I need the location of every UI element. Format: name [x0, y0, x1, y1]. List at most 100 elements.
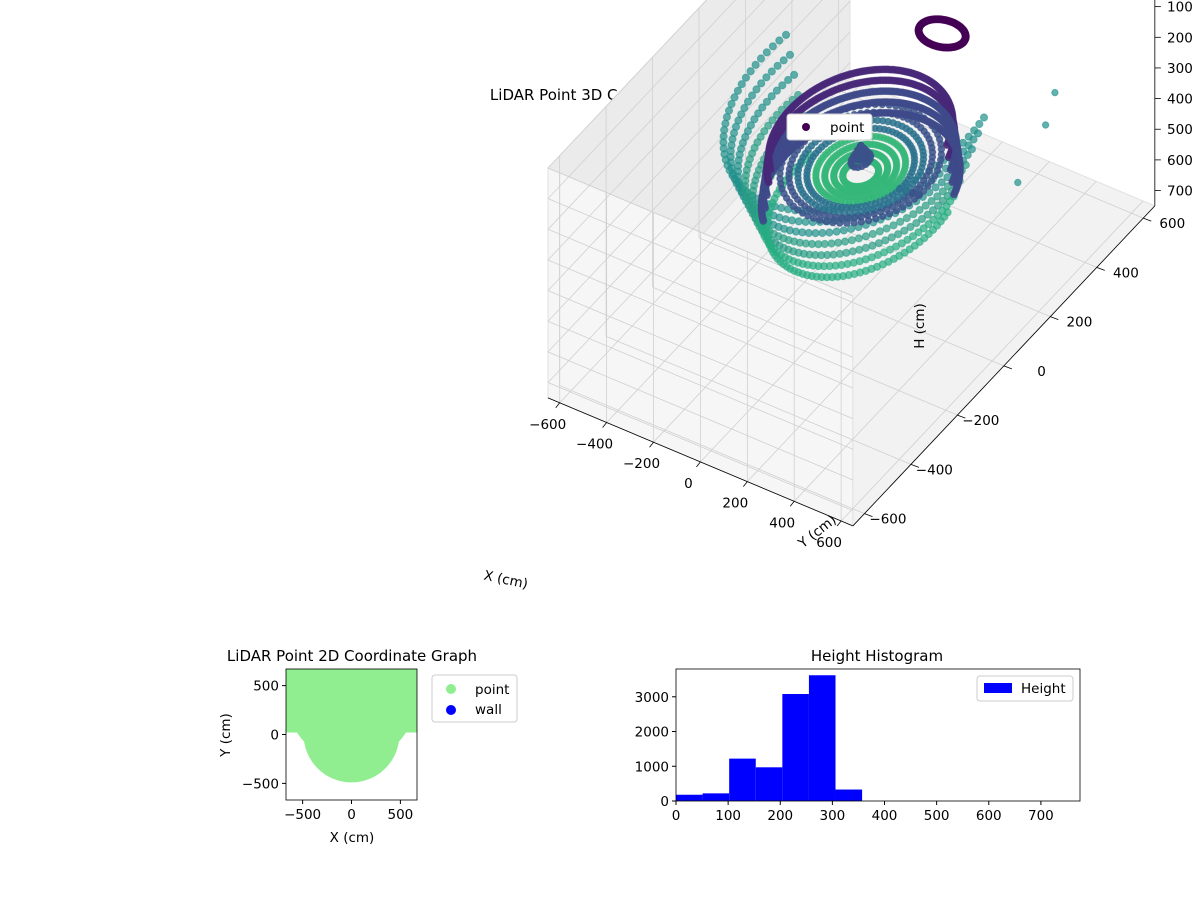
chart-3d-ytick-mark — [957, 414, 966, 419]
histogram-bar — [702, 793, 730, 801]
chart-3d-ztick-label: 300 — [1167, 61, 1193, 77]
chart-3d-legend-label: point — [830, 120, 864, 136]
chart-3d-point — [740, 103, 749, 113]
chart-3d-point — [756, 54, 766, 63]
chart-3d-point — [912, 219, 921, 228]
chart-3d-point — [967, 145, 977, 154]
chart-3d-point — [727, 99, 736, 109]
chart-3d-point — [761, 204, 769, 213]
chart-3d-gridline-z — [547, 0, 794, 261]
chart-3d-point — [822, 217, 830, 226]
chart-2d-xlabel: X (cm) — [330, 830, 375, 846]
chart-3d-gridline-z — [547, 0, 823, 291]
chart-2d-xtick-label: 500 — [387, 807, 413, 823]
chart-3d-point — [746, 67, 755, 76]
chart-3d-point — [839, 226, 848, 235]
chart-3d-ytick-mark — [1003, 365, 1012, 370]
chart-3d-legend-frame — [786, 113, 873, 141]
chart-3d-zlabel: H (cm) — [912, 303, 928, 349]
chart-3d-point — [764, 178, 773, 187]
chart-3d-point — [794, 217, 803, 226]
chart-histogram: Height Histogram 0 100 200 300 400 500 600 7000… — [635, 647, 1081, 824]
chart-3d-gridline-z — [547, 382, 854, 511]
chart-3d-point — [760, 127, 769, 136]
chart-3d-point — [768, 116, 777, 125]
chart-histogram-xtick-label: 600 — [976, 808, 1002, 824]
chart-3d-point — [902, 186, 911, 195]
chart-3d-point — [868, 229, 877, 239]
chart-3d-point — [758, 103, 767, 112]
chart-3d-point — [756, 132, 765, 141]
chart-3d-xtick-mark — [696, 461, 701, 468]
chart-histogram-plot-area: 0 100 200 300 400 500 600 700 0 1000 2000 3000 — [635, 668, 1081, 824]
chart-histogram-xtick-label: 700 — [1028, 808, 1054, 824]
chart-3d-point — [889, 221, 898, 230]
chart-3d-point — [923, 210, 932, 219]
histogram-bar — [782, 694, 809, 801]
chart-histogram-ytick-label: 1000 — [635, 759, 669, 775]
chart-3d-point — [875, 227, 884, 236]
chart-3d-point — [752, 85, 761, 94]
chart-3d-xtick-mark — [602, 422, 607, 428]
chart-3d-point — [915, 191, 924, 199]
chart-3d-point — [847, 236, 857, 245]
histogram-bar — [676, 794, 703, 801]
chart-3d-point — [764, 121, 773, 130]
chart-3d-point — [737, 110, 746, 119]
chart-histogram-xtick-label: 200 — [767, 808, 793, 824]
chart-3d-gridline-z — [547, 351, 854, 481]
chart-3d-point — [759, 217, 768, 225]
chart-2d-ytick-label: 500 — [253, 679, 279, 695]
chart-3d-point — [864, 216, 873, 225]
chart-3d-point — [921, 201, 930, 210]
chart-3d-point — [861, 232, 871, 241]
chart-3d-point — [934, 201, 943, 210]
chart-2d-ylabel: Y (cm) — [218, 713, 234, 758]
chart-3d-point — [857, 218, 865, 226]
chart-3d-xtick-label: −200 — [623, 456, 660, 472]
chart-3d-point — [860, 154, 868, 162]
chart-3d-point — [858, 148, 867, 156]
chart-3d-ztick-label: 400 — [1167, 92, 1193, 108]
chart-histogram-xtick-label: 400 — [872, 808, 898, 824]
chart-3d-point — [870, 176, 878, 185]
chart-3d-ytick-label: −400 — [916, 462, 953, 478]
chart-3d-point — [889, 182, 898, 191]
chart-3d-point — [772, 86, 782, 95]
chart-2d-ytick-label: 0 — [270, 728, 279, 744]
chart-2d-legend-marker-point — [446, 684, 456, 694]
chart-3d-xtick-label: 600 — [816, 535, 842, 551]
chart-3d-point — [730, 93, 739, 102]
chart-3d-outlier-point — [1041, 121, 1050, 129]
chart-3d-point — [741, 73, 751, 82]
chart-3d: LiDAR Point 3D Coordinate Graph −600−400… — [482, 0, 1193, 593]
chart-2d-legend-label-point: point — [475, 682, 509, 698]
chart-3d-gridline-y — [605, 335, 912, 465]
chart-3d-xtick-label: −400 — [576, 437, 613, 453]
chart-histogram-xtick-label: 500 — [924, 808, 950, 824]
chart-histogram-legend: Height — [976, 675, 1074, 702]
chart-2d-legend-label-wall: wall — [475, 702, 502, 718]
chart-3d-points — [719, 15, 1059, 282]
chart-3d-xtick-label: 200 — [722, 496, 748, 512]
chart-3d-gridline-z — [547, 31, 851, 353]
chart-3d-point — [762, 97, 772, 106]
chart-2d-plot-area: −500 0 500 −500 0 500 — [242, 668, 418, 823]
chart-2d-xtick-label: 0 — [347, 807, 356, 823]
chart-3d-point — [887, 233, 896, 242]
chart-3d-ytick-label: 200 — [1067, 315, 1093, 331]
chart-3d-point — [767, 67, 776, 76]
chart-3d-point — [857, 142, 865, 150]
chart-3d-gridline-z — [547, 290, 854, 420]
chart-3d-point — [754, 109, 763, 118]
chart-3d-point — [927, 177, 936, 185]
chart-3d-point — [763, 191, 771, 200]
chart-3d-point — [876, 178, 885, 187]
chart-3d-point — [933, 192, 942, 201]
chart-3d-point — [924, 182, 932, 190]
chart-2d-legend-marker-wall — [446, 705, 456, 715]
chart-3d-point — [751, 60, 760, 69]
chart-3d-point — [816, 216, 824, 224]
chart-3d-xtick-label: 400 — [769, 515, 795, 531]
